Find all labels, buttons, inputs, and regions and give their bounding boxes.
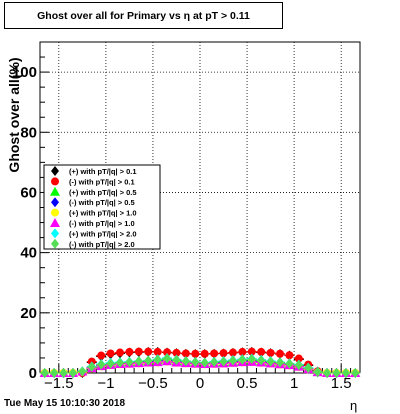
data-point	[266, 356, 275, 367]
data-point	[116, 357, 124, 368]
data-point	[153, 354, 162, 365]
data-point	[97, 351, 106, 360]
data-point	[116, 348, 124, 357]
data-point	[125, 357, 134, 368]
y-axis-title: Ghost over all(%)	[6, 57, 22, 172]
data-point	[144, 355, 153, 366]
data-point	[257, 355, 266, 366]
data-point	[172, 348, 181, 357]
y-tick-label: 80	[20, 124, 37, 141]
data-point	[59, 368, 68, 378]
data-point	[134, 347, 143, 356]
data-point	[172, 355, 181, 366]
data-point	[40, 368, 49, 378]
data-point	[163, 348, 172, 357]
data-point	[294, 360, 303, 371]
data-point	[191, 357, 200, 368]
x-tick-label: −1.5	[44, 375, 74, 392]
data-point	[304, 363, 313, 374]
legend-marker	[50, 218, 60, 227]
y-tick-label: 0	[29, 365, 37, 382]
data-point	[106, 358, 115, 369]
x-tick-label: 0.5	[237, 375, 258, 392]
data-point	[191, 349, 200, 358]
legend-marker	[51, 208, 59, 217]
y-tick-label: 20	[20, 305, 37, 322]
y-tick-label: 60	[20, 184, 37, 201]
x-tick-label: 1.5	[331, 375, 352, 392]
x-tick-label: −1	[97, 375, 114, 392]
data-point	[332, 368, 341, 378]
legend-box	[43, 164, 161, 250]
data-point	[50, 368, 59, 378]
data-point	[285, 358, 294, 369]
data-point	[276, 357, 284, 368]
legend-marker	[51, 238, 59, 249]
data-point	[181, 356, 190, 367]
legend-label: (-) with pT/|q| > 0.5	[69, 198, 135, 207]
data-point	[313, 367, 322, 378]
legend-marker	[51, 166, 59, 176]
data-point	[181, 349, 190, 358]
data-point	[97, 359, 106, 370]
legend-marker	[51, 228, 59, 239]
data-point	[219, 349, 228, 358]
data-point	[323, 368, 332, 378]
x-tick-label: −0.5	[138, 375, 168, 392]
data-point	[285, 351, 294, 360]
legend-label: (+) with pT/|q| > 0.5	[69, 188, 137, 197]
legend-label: (-) with pT/|q| > 0.1	[69, 177, 135, 186]
x-tick-label: 1	[290, 375, 298, 392]
data-point	[106, 349, 115, 358]
data-point	[238, 347, 247, 356]
data-point	[247, 354, 256, 365]
data-point	[228, 355, 237, 366]
data-point	[276, 349, 284, 358]
data-point	[266, 348, 275, 357]
data-point	[87, 361, 96, 372]
legend-label: (+) with pT/|q| > 1.0	[69, 209, 137, 218]
data-point	[210, 357, 219, 368]
data-point	[219, 356, 228, 367]
legend-label: (-) with pT/|q| > 1.0	[69, 219, 135, 228]
legend-marker	[51, 197, 59, 208]
legend-label: (+) with pT/|q| > 2.0	[69, 229, 137, 238]
data-point	[200, 349, 209, 358]
y-tick-label: 100	[12, 64, 37, 81]
y-tick-label: 40	[20, 245, 37, 262]
legend-marker	[50, 186, 60, 196]
x-tick-label: 0	[196, 375, 204, 392]
data-point	[163, 353, 172, 364]
data-point	[125, 347, 134, 356]
data-point	[257, 347, 266, 356]
data-point	[68, 368, 77, 378]
legend-label: (-) with pT/|q| > 2.0	[69, 240, 135, 249]
data-point	[153, 347, 162, 356]
data-point	[200, 357, 209, 368]
data-point	[351, 368, 360, 378]
data-point	[238, 354, 247, 365]
legend-marker	[51, 177, 59, 186]
data-point	[341, 368, 350, 378]
data-point	[210, 349, 219, 358]
data-point	[247, 347, 256, 356]
chart-title: Ghost over all for Primary vs η at pT > …	[4, 2, 283, 29]
data-point	[134, 356, 143, 367]
data-point	[144, 347, 153, 356]
data-point	[294, 354, 303, 363]
data-point	[78, 366, 87, 377]
timestamp-label: Tue May 15 10:10:30 2018	[4, 398, 126, 409]
legend-label: (+) with pT/|q| > 0.1	[69, 167, 137, 176]
x-axis-title: η	[350, 398, 358, 413]
data-point	[228, 348, 237, 357]
